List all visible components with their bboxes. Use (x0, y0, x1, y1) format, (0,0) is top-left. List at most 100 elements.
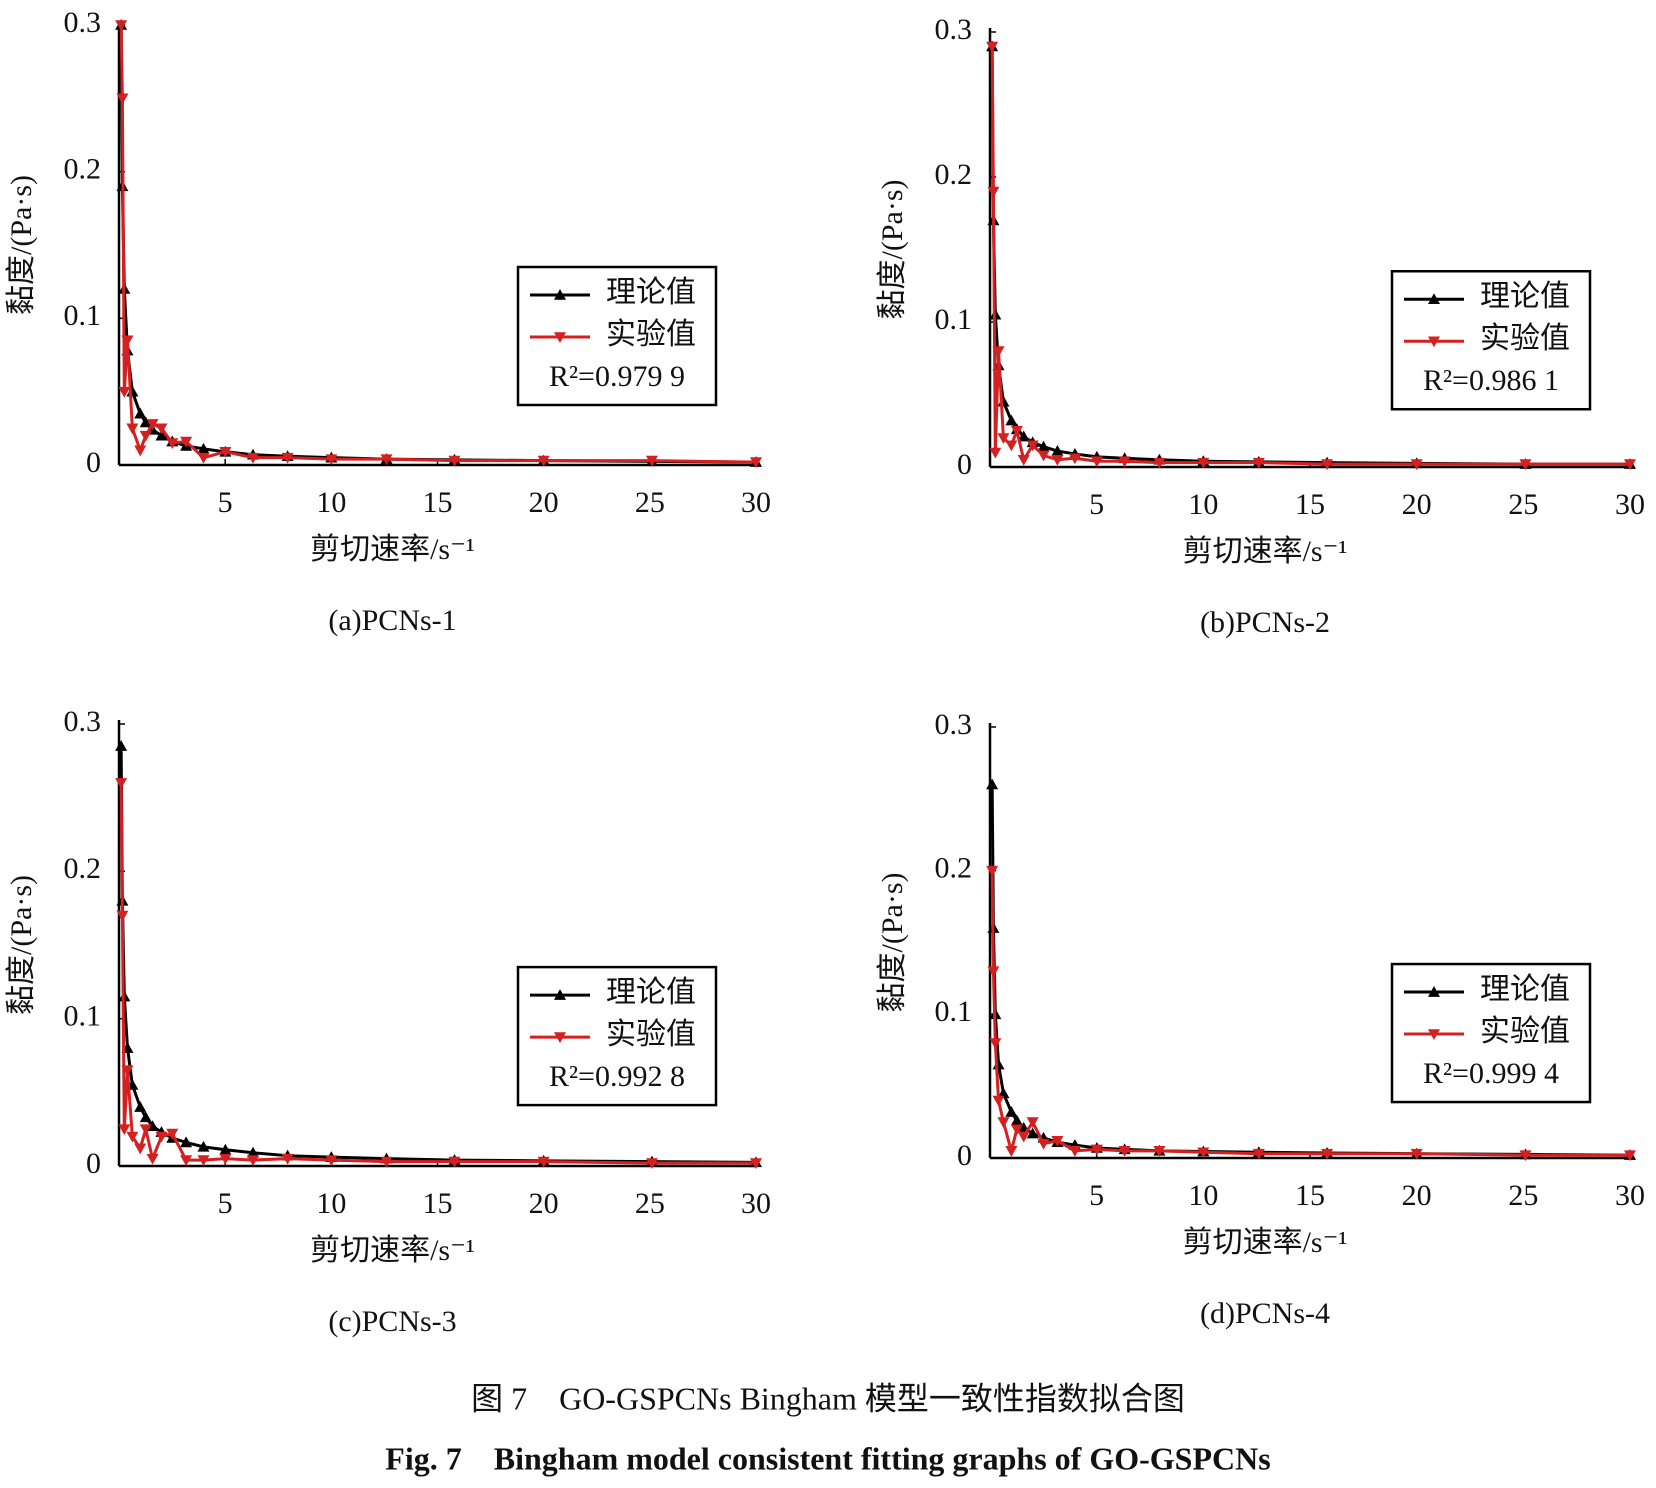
data-point (139, 1124, 152, 1136)
data-point (281, 1153, 294, 1165)
y-axis-label: 黏度/(Pa·s) (876, 873, 909, 1013)
data-point (380, 454, 393, 466)
chart-panel: 0 0.1 0.2 0.3 5 10 15 20 25 30 剪切速率/s⁻¹ 黏度/(Pa·s) (b… (876, 13, 1645, 639)
annotation: R²=0.999 4 (1423, 1057, 1559, 1090)
x-tick-label: 10 (1188, 1179, 1218, 1212)
data-point (146, 1153, 159, 1165)
y-tick-label: 0.1 (64, 1000, 102, 1033)
y-tick-label: 0.3 (64, 705, 102, 738)
data-point (115, 20, 128, 31)
data-point (997, 1117, 1010, 1129)
data-point (126, 423, 139, 435)
data-point (987, 186, 1000, 198)
data-point (1410, 1148, 1423, 1160)
x-tick-label: 30 (741, 1187, 771, 1220)
data-point (197, 442, 210, 454)
annotation: R²=0.979 9 (549, 360, 685, 393)
data-point (1026, 1127, 1039, 1139)
data-point (197, 1140, 210, 1152)
chart-panel: 0 0.1 0.2 0.3 5 10 15 20 25 30 剪切速率/s⁻¹ 黏度/(Pa·s) (a… (5, 6, 771, 637)
data-point (1321, 1148, 1334, 1160)
data-point (1321, 459, 1334, 471)
data-point (118, 1124, 131, 1136)
data-point (180, 1136, 193, 1148)
data-point (987, 966, 1000, 978)
data-point (992, 1095, 1005, 1107)
annotation: R²=0.992 8 (549, 1060, 685, 1093)
legend-label: 理论值 (1480, 973, 1570, 1006)
x-tick-label: 20 (1402, 488, 1432, 521)
data-point (126, 1131, 139, 1143)
data-point (116, 910, 129, 922)
x-tick-label: 10 (1188, 488, 1218, 521)
y-tick-label: 0.1 (64, 299, 102, 332)
data-point (537, 1156, 550, 1168)
y-tick-label: 0.3 (935, 13, 973, 46)
x-tick-label: 5 (1089, 488, 1104, 521)
data-point (1068, 453, 1081, 465)
data-point (537, 455, 550, 467)
data-point (1051, 454, 1064, 466)
y-tick-label: 0.3 (64, 6, 102, 39)
data-point (121, 335, 134, 347)
data-point (197, 452, 210, 464)
x-tick-label: 30 (1615, 488, 1645, 521)
data-point (1090, 456, 1103, 468)
legend-marker (554, 289, 566, 300)
legend-marker (554, 332, 566, 343)
data-point (1017, 430, 1030, 442)
x-tick-label: 30 (1615, 1179, 1645, 1212)
data-point (118, 386, 131, 398)
data-point (1010, 1124, 1023, 1136)
data-point (139, 416, 152, 428)
data-point (146, 419, 159, 430)
data-point (989, 447, 1002, 459)
data-point (448, 1156, 461, 1168)
data-point (645, 455, 658, 467)
legend-marker (1428, 1029, 1440, 1041)
x-tick-label: 5 (218, 486, 233, 519)
data-point (1037, 1138, 1050, 1150)
data-point (997, 433, 1010, 444)
data-point (448, 455, 461, 467)
data-point (645, 1158, 658, 1170)
legend-marker (1428, 986, 1440, 997)
data-point (180, 1155, 193, 1167)
legend-label: 实验值 (1480, 1015, 1570, 1048)
legend-marker (554, 989, 566, 1000)
data-point (1026, 1117, 1039, 1129)
data-point (166, 438, 179, 449)
legend-label: 理论值 (1480, 280, 1570, 313)
data-point (219, 447, 232, 458)
data-point (155, 423, 168, 435)
x-axis-label: 剪切速率/s⁻¹ (310, 533, 475, 566)
data-point (1519, 459, 1532, 471)
y-tick-label: 0 (957, 1139, 972, 1172)
x-tick-label: 25 (635, 1187, 665, 1220)
data-point (1153, 457, 1166, 469)
x-tick-label: 15 (1295, 1179, 1325, 1212)
data-point (750, 457, 762, 469)
data-point (134, 1143, 147, 1155)
y-axis-label: 黏度/(Pa·s) (5, 175, 38, 315)
x-tick-label: 30 (741, 486, 771, 519)
subtitle: (b)PCNs-2 (1200, 606, 1330, 639)
data-point (1017, 1131, 1030, 1143)
legend-label: 实验值 (606, 318, 696, 351)
x-tick-label: 5 (218, 1187, 233, 1220)
data-point (1005, 1106, 1018, 1117)
y-axis-label: 黏度/(Pa·s) (5, 875, 38, 1015)
x-axis-label: 剪切速率/s⁻¹ (1183, 535, 1348, 568)
legend-label: 理论值 (606, 976, 696, 1009)
annotation: R²=0.986 1 (1423, 364, 1559, 397)
data-point (325, 1155, 338, 1167)
y-tick-label: 0.3 (935, 708, 973, 741)
data-point (219, 1153, 232, 1165)
data-point (1252, 457, 1265, 469)
subtitle: (d)PCNs-4 (1200, 1297, 1330, 1330)
data-point (1051, 445, 1064, 456)
x-tick-label: 15 (423, 1187, 453, 1220)
chart-panel: 0 0.1 0.2 0.3 5 10 15 20 25 30 剪切速率/s⁻¹ 黏度/(Pa·s) (c… (5, 705, 771, 1338)
data-point (986, 865, 999, 877)
x-tick-label: 15 (1295, 488, 1325, 521)
